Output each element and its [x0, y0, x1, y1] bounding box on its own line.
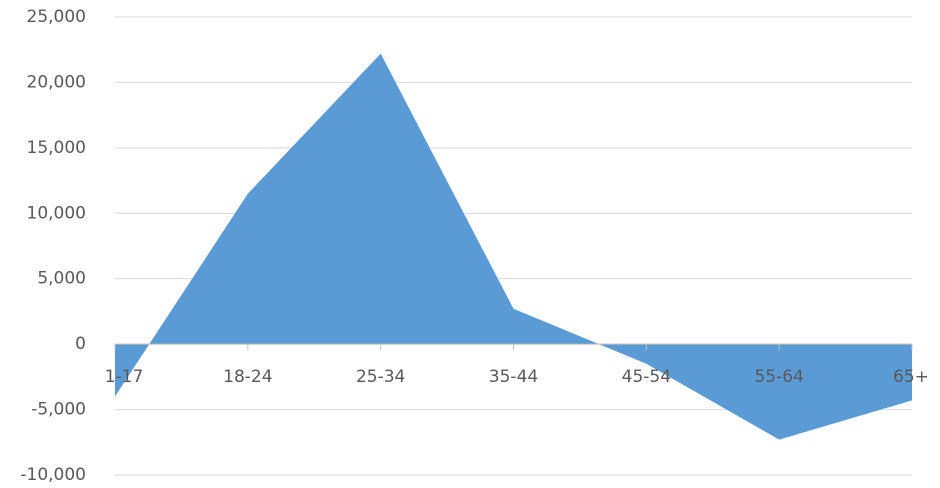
x-axis [114, 343, 913, 351]
x-tick-label: 25-34 [356, 367, 405, 387]
y-tick-label: 0 [75, 334, 86, 354]
y-tick-label: 20,000 [27, 72, 86, 92]
y-axis-labels: -10,000 -5,000 0 5,000 10,000 15,000 20,000 25,… [20, 7, 86, 485]
x-tick-label: 55-64 [754, 367, 803, 387]
y-tick-label: 25,000 [27, 7, 86, 27]
x-axis-labels: 1-17 18-24 25-34 35-44 45-54 55-64 65+ [105, 367, 929, 387]
y-tick-label: 5,000 [37, 269, 86, 289]
x-tick-label: 45-54 [622, 367, 671, 387]
x-tick-label: 18-24 [223, 367, 272, 387]
area-fill [115, 53, 912, 440]
x-tick-label: 1-17 [105, 367, 144, 387]
x-tick-label: 35-44 [489, 367, 538, 387]
y-tick-label: -5,000 [31, 400, 86, 420]
y-tick-label: -10,000 [20, 465, 86, 485]
area-series [115, 53, 912, 440]
y-tick-label: 10,000 [27, 203, 86, 223]
x-tick-label: 65+ [893, 367, 929, 387]
y-tick-label: 15,000 [27, 138, 86, 158]
